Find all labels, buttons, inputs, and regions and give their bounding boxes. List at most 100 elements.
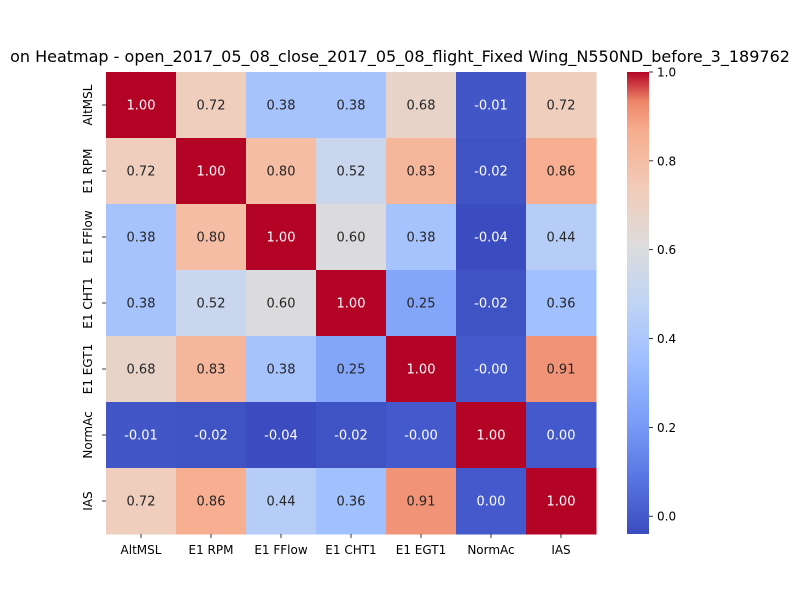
heatmap-cell	[316, 468, 387, 535]
y-tick-label: E1 EGT1	[81, 344, 95, 394]
cell-label: 0.60	[337, 231, 366, 246]
cell-label: 0.38	[127, 231, 156, 246]
cell-label: 0.52	[197, 297, 226, 312]
heatmap-cell	[246, 468, 317, 535]
heatmap-cell	[176, 402, 247, 469]
heatmap-cell	[526, 468, 597, 535]
x-axis: AltMSL E1 RPM E1 FFlow E1 CHT1 E1 EGT1 NormAc…	[121, 534, 571, 557]
cell-label: 0.25	[337, 363, 366, 378]
cell-label: -0.04	[474, 231, 508, 246]
heatmap-cell	[316, 336, 387, 403]
heatmap-cell	[106, 468, 177, 535]
cell-label: 0.83	[407, 165, 436, 180]
cell-label: -0.02	[474, 165, 508, 180]
cell-label: 0.91	[547, 363, 576, 378]
colorbar-tick-label: 0.8	[657, 154, 676, 168]
y-axis: AltMSL E1 RPM E1 FFlow E1 CHT1 E1 EGT1 NormAc…	[81, 84, 106, 511]
heatmap-cell	[386, 204, 457, 271]
heatmap-cell	[246, 204, 317, 271]
cell-label: 1.00	[477, 429, 506, 444]
heatmap-cell	[456, 270, 527, 337]
heatmap-cell	[106, 138, 177, 205]
cell-label: -0.02	[194, 429, 228, 444]
x-tick-label: E1 RPM	[189, 543, 234, 557]
cell-label: 0.44	[267, 495, 296, 510]
colorbar-gradient	[627, 72, 649, 534]
cell-label: 0.38	[337, 99, 366, 114]
heatmap-cell	[456, 336, 527, 403]
heatmap-cell	[386, 336, 457, 403]
colorbar-tick-label: 0.0	[657, 510, 676, 524]
cell-label: 0.38	[267, 363, 296, 378]
cell-label: 1.00	[547, 495, 576, 510]
y-tick-label: AltMSL	[81, 84, 95, 125]
cell-label: 0.72	[547, 99, 576, 114]
heatmap-cell	[316, 270, 387, 337]
x-tick-label: IAS	[551, 543, 570, 557]
heatmap-cell	[316, 204, 387, 271]
cell-label: 0.80	[267, 165, 296, 180]
cell-label: 0.60	[267, 297, 296, 312]
cell-label: 0.91	[407, 495, 436, 510]
colorbar-tick-label: 0.4	[657, 332, 676, 346]
heatmap-cell	[386, 72, 457, 139]
heatmap-cell	[176, 72, 247, 139]
colorbar-ticks: 0.0 0.2 0.4 0.6 0.8 1.0	[649, 66, 676, 524]
colorbar-tick-label: 0.6	[657, 243, 676, 257]
cell-label: 1.00	[337, 297, 366, 312]
heatmap-cell	[526, 204, 597, 271]
cell-label: 0.25	[407, 297, 436, 312]
cell-label: 1.00	[127, 99, 156, 114]
colorbar-tick-label: 0.2	[657, 421, 676, 435]
heatmap-cell	[176, 204, 247, 271]
y-tick-label: E1 CHT1	[81, 277, 95, 328]
heatmap-cell	[106, 204, 177, 271]
x-tick-label: E1 EGT1	[396, 543, 446, 557]
heatmap-cell	[526, 336, 597, 403]
cell-label: -0.04	[264, 429, 298, 444]
cell-label: 0.72	[127, 165, 156, 180]
heatmap-cell	[176, 270, 247, 337]
heatmap-cell	[386, 270, 457, 337]
heatmap-cell	[246, 402, 317, 469]
cell-label: 0.83	[197, 363, 226, 378]
heatmap-cell	[246, 336, 317, 403]
cell-label: 0.36	[547, 297, 576, 312]
heatmap-cell	[176, 138, 247, 205]
heatmap-cells: 1.00 0.72 0.38 0.38 0.68 -0.01 0.72 0.72 1.00 0.8…	[106, 72, 597, 535]
cell-label: -0.01	[124, 429, 158, 444]
cell-label: 0.68	[407, 99, 436, 114]
cell-label: 0.38	[267, 99, 296, 114]
heatmap-cell	[176, 468, 247, 535]
heatmap-cell	[526, 270, 597, 337]
heatmap-cell	[106, 402, 177, 469]
heatmap-cell	[246, 138, 317, 205]
cell-label: 0.80	[197, 231, 226, 246]
heatmap-cell	[106, 270, 177, 337]
cell-label: 1.00	[197, 165, 226, 180]
heatmap-cell	[456, 468, 527, 535]
cell-label: -0.02	[334, 429, 368, 444]
y-tick-label: NormAc	[81, 411, 95, 458]
cell-label: 0.38	[127, 297, 156, 312]
cell-label: 0.86	[197, 495, 226, 510]
cell-label: -0.02	[474, 297, 508, 312]
heatmap-cell	[386, 138, 457, 205]
cell-label: 0.52	[337, 165, 366, 180]
cell-label: 0.44	[547, 231, 576, 246]
y-tick-label: E1 FFlow	[81, 210, 95, 264]
heatmap-cell	[526, 138, 597, 205]
cell-label: 0.86	[547, 165, 576, 180]
heatmap-cell	[526, 402, 597, 469]
heatmap-cell	[106, 72, 177, 139]
heatmap-cell	[456, 72, 527, 139]
heatmap-cell	[316, 138, 387, 205]
cell-label: 0.36	[337, 495, 366, 510]
cell-label: -0.01	[474, 99, 508, 114]
heatmap-cell	[106, 336, 177, 403]
colorbar-tick-label: 1.0	[657, 66, 676, 80]
cell-label: 0.72	[127, 495, 156, 510]
heatmap-cell	[456, 204, 527, 271]
cell-label: 1.00	[267, 231, 296, 246]
